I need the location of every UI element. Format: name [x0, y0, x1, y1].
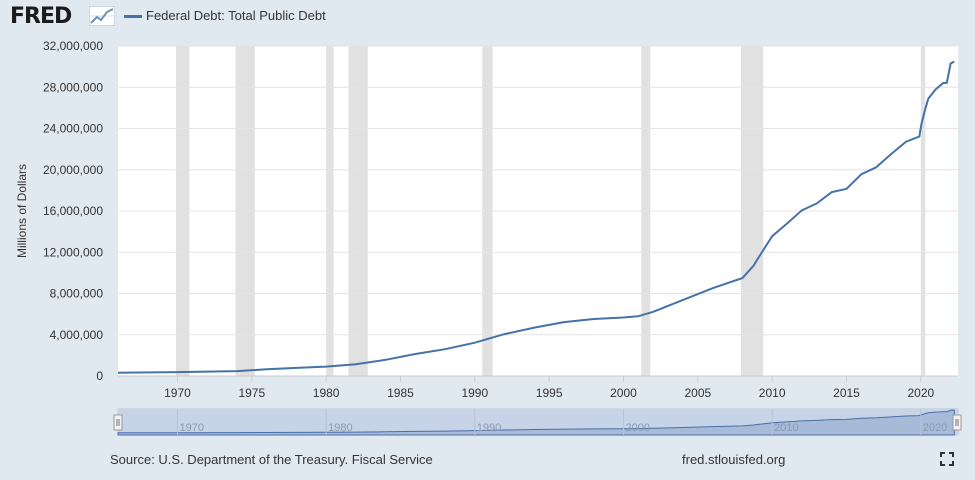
legend-swatch [124, 15, 142, 18]
x-tick-label: 1970 [164, 386, 191, 400]
navigator-tick-label: 2020 [923, 422, 947, 434]
x-tick-label: 2015 [833, 386, 860, 400]
y-tick-label: 32,000,000 [43, 39, 103, 53]
fred-chart-icon [89, 6, 115, 26]
y-tick-label: 28,000,000 [43, 80, 103, 94]
navigator-tick-label: 2010 [774, 422, 798, 434]
x-tick-label: 1985 [387, 386, 414, 400]
navigator-tick-label: 2000 [625, 422, 649, 434]
y-tick-label: 0 [96, 369, 103, 383]
legend-label[interactable]: Federal Debt: Total Public Debt [146, 8, 326, 23]
y-tick-label: 4,000,000 [50, 328, 104, 342]
x-tick-label: 2020 [907, 386, 934, 400]
x-tick-label: 1990 [461, 386, 488, 400]
x-tick-label: 1975 [238, 386, 265, 400]
x-tick-label: 2000 [610, 386, 637, 400]
series-line-federal-debt[interactable] [117, 60, 955, 374]
navigator-tick-label: 1970 [179, 422, 203, 434]
source-note: Source: U.S. Department of the Treasury.… [110, 452, 433, 467]
y-tick-label: 8,000,000 [50, 287, 104, 301]
fred-logo[interactable]: FRED [10, 4, 72, 29]
x-tick-label: 1995 [536, 386, 563, 400]
navigator-area [117, 409, 955, 436]
x-tick-label: 2005 [684, 386, 711, 400]
y-tick-label: 16,000,000 [43, 204, 103, 218]
site-link[interactable]: fred.stlouisfed.org [682, 452, 786, 467]
navigator-right-handle[interactable] [952, 414, 962, 431]
y-tick-label: 24,000,000 [43, 122, 103, 136]
y-tick-label: 12,000,000 [43, 245, 103, 259]
navigator-tick-label: 1990 [477, 422, 501, 434]
navigator-ticks: 1970 1980 1990 2000 2010 2020 [176, 409, 947, 435]
navigator[interactable]: 1970 1980 1990 2000 2010 2020 [113, 408, 962, 436]
chart-header: FRED Federal Debt: Total Public Debt [0, 0, 975, 36]
x-tick-label: 1980 [313, 386, 340, 400]
y-axis-label: Millions of Dollars [15, 164, 29, 258]
x-tick-label: 2010 [759, 386, 786, 400]
fullscreen-icon[interactable] [940, 452, 954, 466]
y-axis: 0 4,000,000 8,000,000 12,000,000 16,000,000 2… [43, 39, 103, 383]
chart-area: 0 4,000,000 8,000,000 12,000,000 16,000,000 2… [15, 39, 962, 436]
x-axis: 1970 1975 1980 1985 1990 1995 2000 2005 2010 2015… [164, 376, 935, 400]
gridlines [118, 45, 958, 377]
y-tick-label: 20,000,000 [43, 163, 103, 177]
navigator-left-handle[interactable] [113, 414, 123, 431]
navigator-tick-label: 1980 [328, 422, 352, 434]
